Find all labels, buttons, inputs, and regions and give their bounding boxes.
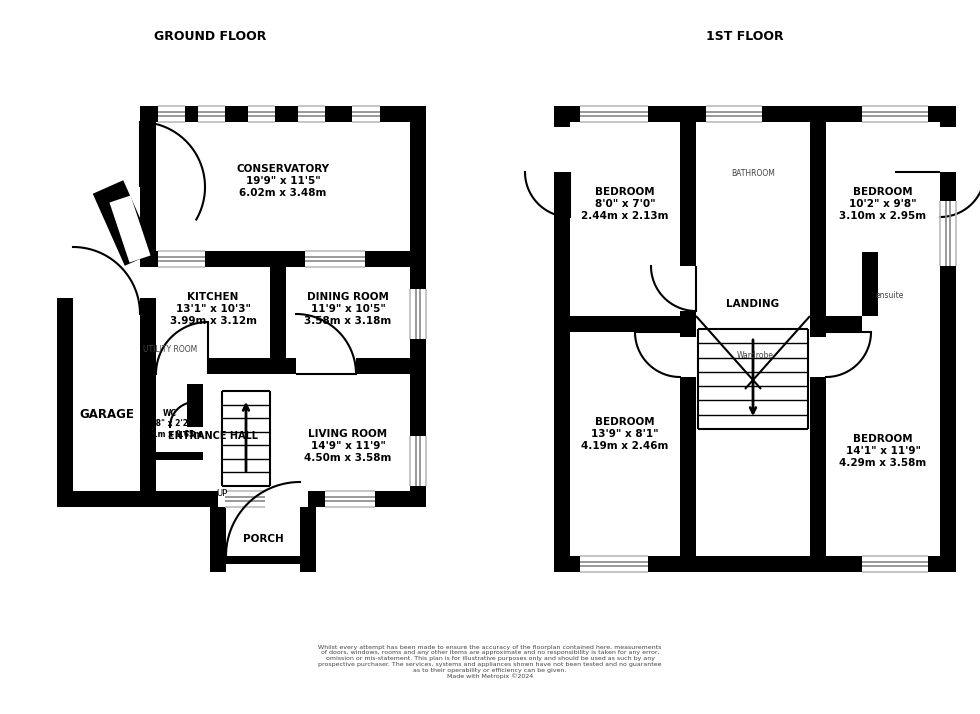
Bar — [156, 358, 208, 374]
Text: 1ST FLOOR: 1ST FLOOR — [707, 29, 784, 43]
Bar — [226, 564, 300, 572]
Bar — [940, 106, 956, 572]
Bar — [222, 391, 270, 486]
Text: WC
3'8" x 2'2"
1.11m x 0.65m: WC 3'8" x 2'2" 1.11m x 0.65m — [138, 409, 202, 439]
Bar — [554, 127, 570, 172]
Text: GROUND FLOOR: GROUND FLOOR — [154, 29, 267, 43]
Text: DINING ROOM
11'9" x 10'5"
3.58m x 3.18m: DINING ROOM 11'9" x 10'5" 3.58m x 3.18m — [305, 293, 392, 326]
Bar — [158, 251, 205, 267]
Bar — [198, 106, 225, 122]
Bar — [410, 436, 426, 486]
Bar — [810, 337, 826, 377]
Text: CONSERVATORY
19'9" x 11'5"
6.02m x 3.48m: CONSERVATORY 19'9" x 11'5" 6.02m x 3.48m — [236, 164, 329, 198]
Bar — [940, 127, 956, 172]
Text: BEDROOM
13'9" x 8'1"
4.19m x 2.46m: BEDROOM 13'9" x 8'1" 4.19m x 2.46m — [581, 418, 668, 451]
Bar — [706, 106, 762, 122]
Bar — [225, 491, 265, 507]
Bar — [140, 251, 426, 267]
Bar — [158, 106, 185, 122]
Bar — [140, 106, 426, 122]
Text: PORCH: PORCH — [243, 534, 283, 544]
Text: ENTRANCE HALL: ENTRANCE HALL — [168, 431, 258, 441]
Bar — [187, 384, 203, 460]
Bar — [57, 491, 156, 507]
Bar — [862, 106, 928, 122]
Text: Wardrobe: Wardrobe — [737, 351, 773, 361]
Bar — [140, 267, 156, 306]
Bar — [248, 106, 275, 122]
Text: BEDROOM
8'0" x 7'0"
2.44m x 2.13m: BEDROOM 8'0" x 7'0" 2.44m x 2.13m — [581, 187, 668, 221]
Bar — [156, 452, 203, 460]
Bar — [580, 556, 648, 572]
Bar — [218, 491, 308, 507]
Text: BEDROOM
14'1" x 11'9"
4.29m x 3.58m: BEDROOM 14'1" x 11'9" 4.29m x 3.58m — [840, 434, 927, 468]
Bar — [570, 332, 680, 556]
Bar — [57, 298, 156, 314]
Bar — [810, 316, 826, 572]
Bar — [696, 122, 810, 316]
Bar — [156, 384, 195, 392]
Bar — [73, 298, 140, 314]
Bar — [554, 106, 570, 572]
Text: UTILITY ROOM: UTILITY ROOM — [143, 344, 197, 353]
Bar — [156, 384, 187, 452]
Text: GARAGE: GARAGE — [79, 408, 134, 421]
Bar — [156, 267, 410, 491]
Bar — [862, 556, 928, 572]
Text: UP: UP — [217, 490, 227, 498]
Bar — [210, 556, 316, 572]
Bar — [698, 329, 808, 429]
Bar — [570, 122, 680, 316]
Bar — [570, 122, 940, 556]
Text: Whilst every attempt has been made to ensure the accuracy of the floorplan conta: Whilst every attempt has been made to en… — [318, 645, 662, 680]
Bar — [73, 314, 140, 491]
Bar — [680, 316, 696, 572]
Bar — [862, 316, 940, 332]
Bar — [862, 252, 878, 332]
Bar — [410, 251, 426, 507]
Bar — [580, 106, 648, 122]
Bar — [226, 507, 300, 556]
Text: BEDROOM
10'2" x 9'8"
3.10m x 2.95m: BEDROOM 10'2" x 9'8" 3.10m x 2.95m — [840, 187, 926, 221]
Text: LANDING: LANDING — [726, 299, 779, 309]
Bar — [57, 298, 73, 507]
Bar — [140, 251, 156, 507]
Bar — [298, 106, 325, 122]
Bar — [554, 106, 956, 122]
Bar — [300, 491, 316, 572]
Bar — [187, 427, 203, 452]
Bar — [325, 491, 375, 507]
Text: KITCHEN
13'1" x 10'3"
3.99m x 3.12m: KITCHEN 13'1" x 10'3" 3.99m x 3.12m — [170, 293, 257, 326]
Bar — [305, 251, 365, 267]
Text: LIVING ROOM
14'9" x 11'9"
4.50m x 3.58m: LIVING ROOM 14'9" x 11'9" 4.50m x 3.58m — [305, 429, 392, 463]
Bar — [210, 491, 226, 572]
Bar — [296, 358, 356, 374]
Bar — [810, 106, 826, 332]
Bar — [940, 201, 956, 266]
Bar — [410, 289, 426, 339]
Bar — [696, 316, 810, 332]
Bar — [826, 332, 940, 556]
Bar — [554, 316, 956, 332]
Bar — [140, 358, 426, 374]
Bar — [352, 106, 380, 122]
Text: ensuite: ensuite — [876, 291, 905, 301]
Bar — [878, 316, 940, 332]
Bar — [680, 337, 696, 377]
Bar — [826, 122, 940, 316]
Bar — [270, 251, 286, 374]
Bar — [680, 266, 696, 311]
Bar — [696, 332, 810, 556]
Text: BATHROOM: BATHROOM — [731, 169, 775, 178]
Bar — [156, 122, 410, 259]
Bar — [680, 106, 696, 332]
Bar — [410, 114, 426, 259]
Bar — [140, 114, 156, 259]
Bar — [140, 491, 426, 507]
Bar — [554, 556, 956, 572]
